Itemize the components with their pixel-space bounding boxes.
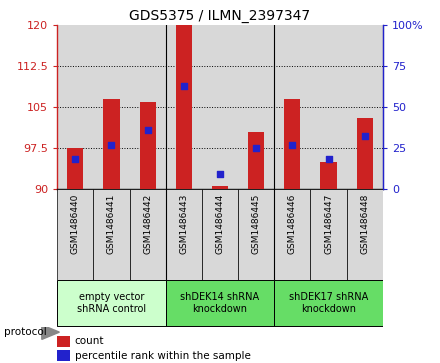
Bar — [93, 25, 129, 189]
Bar — [248, 131, 264, 189]
Bar — [129, 189, 166, 280]
Bar — [274, 25, 311, 189]
Text: protocol: protocol — [4, 327, 47, 337]
Bar — [93, 189, 129, 280]
Bar — [284, 99, 301, 189]
Text: percentile rank within the sample: percentile rank within the sample — [75, 351, 251, 361]
Bar — [166, 25, 202, 189]
Text: GSM1486446: GSM1486446 — [288, 193, 297, 254]
Bar — [238, 25, 274, 189]
Title: GDS5375 / ILMN_2397347: GDS5375 / ILMN_2397347 — [129, 9, 311, 23]
Text: GSM1486442: GSM1486442 — [143, 193, 152, 253]
Bar — [238, 189, 274, 280]
Point — [216, 171, 224, 177]
Bar — [129, 25, 166, 189]
Polygon shape — [42, 325, 59, 339]
Text: GSM1486444: GSM1486444 — [216, 193, 224, 253]
Bar — [103, 99, 120, 189]
Point — [72, 156, 79, 162]
Bar — [57, 336, 70, 347]
Bar — [57, 350, 70, 361]
Bar — [166, 281, 274, 326]
Point — [253, 145, 260, 151]
Text: GSM1486441: GSM1486441 — [107, 193, 116, 254]
Bar — [57, 281, 166, 326]
Text: GSM1486448: GSM1486448 — [360, 193, 369, 254]
Bar — [347, 25, 383, 189]
Point — [325, 156, 332, 162]
Bar — [202, 25, 238, 189]
Point — [144, 127, 151, 133]
Bar — [311, 189, 347, 280]
Bar — [57, 189, 93, 280]
Bar — [202, 189, 238, 280]
Bar — [274, 281, 383, 326]
Bar — [311, 25, 347, 189]
Bar — [176, 25, 192, 189]
Bar — [356, 118, 373, 189]
Bar — [274, 189, 311, 280]
Text: count: count — [75, 336, 104, 346]
Text: GSM1486440: GSM1486440 — [71, 193, 80, 254]
Text: GSM1486443: GSM1486443 — [180, 193, 188, 254]
Bar — [67, 148, 84, 189]
Bar — [320, 162, 337, 189]
Bar — [166, 189, 202, 280]
Point — [180, 83, 187, 89]
Point — [289, 142, 296, 147]
Text: shDEK17 shRNA
knockdown: shDEK17 shRNA knockdown — [289, 292, 368, 314]
Bar — [212, 186, 228, 189]
Text: empty vector
shRNA control: empty vector shRNA control — [77, 292, 146, 314]
Text: GSM1486447: GSM1486447 — [324, 193, 333, 254]
Bar — [57, 25, 93, 189]
Text: shDEK14 shRNA
knockdown: shDEK14 shRNA knockdown — [180, 292, 260, 314]
Text: GSM1486445: GSM1486445 — [252, 193, 260, 254]
Bar — [139, 102, 156, 189]
Bar — [347, 189, 383, 280]
Point — [361, 134, 368, 139]
Point — [108, 142, 115, 147]
